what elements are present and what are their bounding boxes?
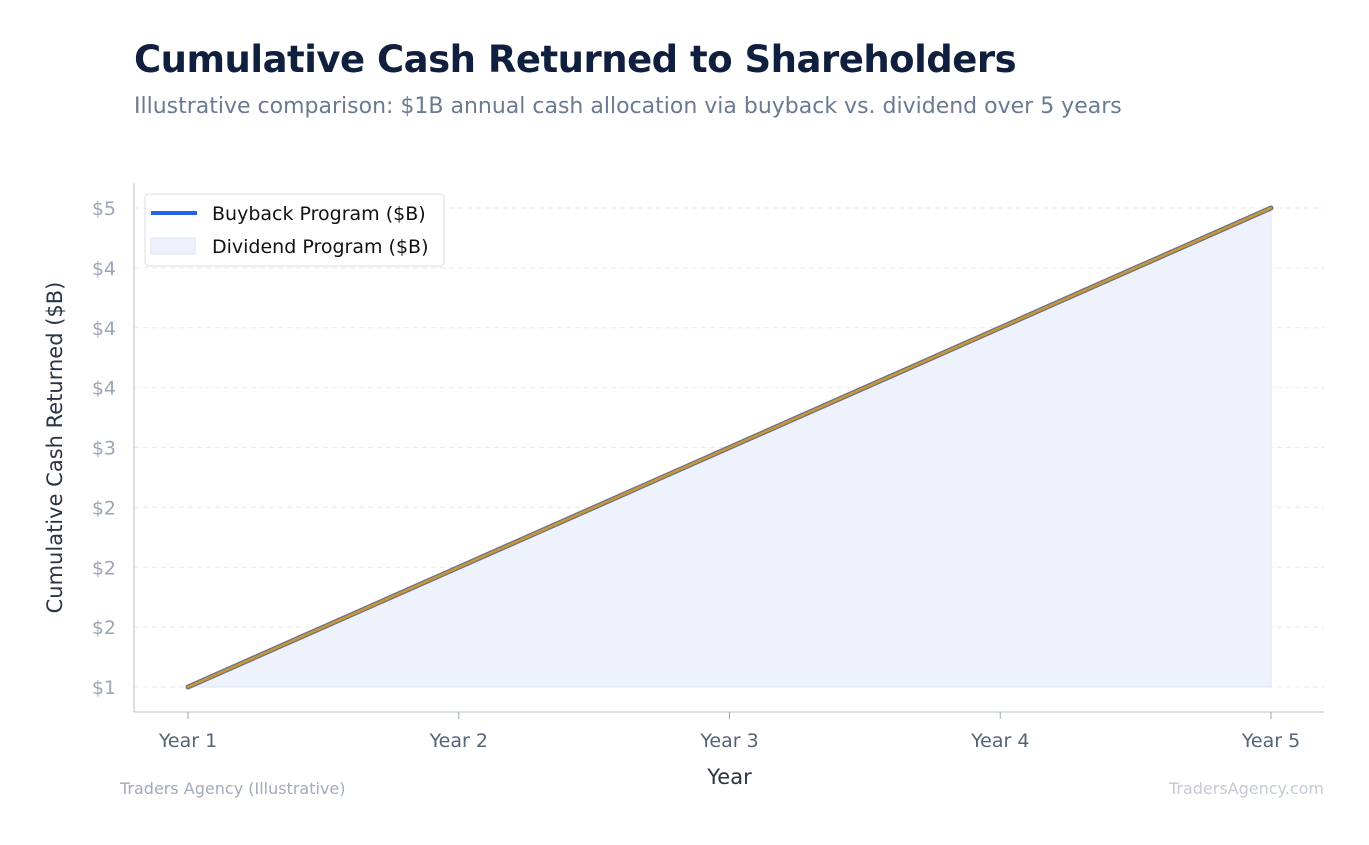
legend-label-buyback: Buyback Program ($B) [212, 203, 426, 225]
legend-box [144, 193, 445, 267]
legend-swatch-dividend [150, 237, 196, 255]
y-tick-label: $4 [92, 378, 116, 400]
x-tick-label: Year 2 [429, 730, 488, 752]
y-tick-label: $5 [92, 198, 116, 220]
x-tick-label: Year 3 [699, 730, 758, 752]
tick-labels: $1 $2 $2 $2 $3 $4 $4 $4 $5 Year 1 Year 2 Year 3 Year… [92, 198, 1300, 752]
y-tick-label: $3 [92, 438, 116, 460]
y-axis-label: Cumulative Cash Returned ($B) [43, 282, 67, 614]
dividend-line [186, 206, 1273, 689]
y-tick-label: $2 [92, 617, 116, 639]
series-lines-layer [185, 205, 1274, 690]
y-tick-label: $4 [92, 318, 116, 340]
x-tick-label: Year 1 [158, 730, 217, 752]
y-tick-label: $2 [92, 497, 116, 519]
footer-source: Traders Agency (Illustrative) [120, 779, 346, 798]
axes [133, 183, 1324, 719]
chart-title: Cumulative Cash Returned to Shareholders [134, 38, 1017, 81]
y-tick-label: $1 [92, 677, 116, 699]
chart-subtitle: Illustrative comparison: $1B annual cash… [134, 94, 1122, 119]
x-tick-label: Year 5 [1241, 730, 1300, 752]
footer-watermark: TradersAgency.com [1168, 779, 1324, 798]
y-tick-label: $4 [92, 258, 116, 280]
x-tick-label: Year 4 [970, 730, 1029, 752]
y-tick-label: $2 [92, 557, 116, 579]
legend-label-dividend: Dividend Program ($B) [212, 236, 428, 258]
legend: Buyback Program ($B) Dividend Program ($B… [144, 193, 445, 267]
x-axis-label: Year [706, 765, 752, 789]
